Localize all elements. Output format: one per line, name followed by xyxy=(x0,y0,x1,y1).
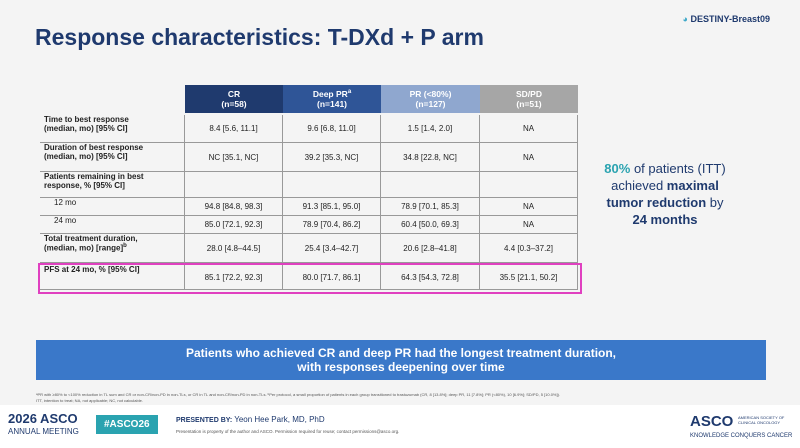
label: PRESENTED BY: xyxy=(176,417,233,424)
header-name: SD/PD xyxy=(516,89,542,99)
cell: 39.2 [35.3, NC] xyxy=(283,143,381,172)
table: CR (n=58) Deep PRa (n=141) PR (<80%) (n=127) S… xyxy=(38,85,582,295)
cell: 34.8 [22.8, NC] xyxy=(381,143,480,172)
label-line: (median, mo) [95% CI] xyxy=(44,152,128,161)
cell xyxy=(283,172,381,198)
cell: 80.0 [71.7, 86.1] xyxy=(283,265,381,290)
text: by xyxy=(706,195,724,210)
cell xyxy=(480,172,578,198)
header-name: PR (<80%) xyxy=(410,89,452,99)
highlight: 80% xyxy=(604,161,631,176)
callout: 80% of patients (ITT) achieved maximal t… xyxy=(590,160,740,228)
cell: 60.4 [50.0, 69.3] xyxy=(381,216,480,234)
cell: 35.5 [21.1, 50.2] xyxy=(480,265,578,290)
header-n: (n=127) xyxy=(415,99,446,109)
label-line: 12 mo xyxy=(54,198,77,207)
label-line: (median, mo) [range]b xyxy=(44,243,127,253)
cell: 94.8 [84.8, 98.3] xyxy=(185,198,283,216)
cell: 25.4 [3.4–42.7] xyxy=(283,234,381,263)
text: Deep PR xyxy=(312,89,348,99)
cell: 1.5 [1.4, 2.0] xyxy=(381,115,480,143)
sup: b xyxy=(123,243,127,249)
banner-line: Patients who achieved CR and deep PR had… xyxy=(185,346,617,360)
text: maximal xyxy=(666,178,719,193)
title: Response characteristics: T-DXd + P arm xyxy=(35,24,484,50)
label-line: response, % [95% CI] xyxy=(44,181,125,190)
column-header: PR (<80%) (n=127) xyxy=(381,85,480,113)
cell: 8.4 [5.6, 11.1] xyxy=(185,115,283,143)
row-label: Time to best response (median, mo) [95% C… xyxy=(40,115,185,143)
logo-text: DESTINY-Breast09 xyxy=(690,14,770,24)
header-n: (n=51) xyxy=(516,99,542,109)
text: SD/PD xyxy=(516,89,542,99)
header-name: Deep PRa xyxy=(313,89,351,99)
cell: NA xyxy=(480,198,578,216)
cell: 78.9 [70.1, 85.3] xyxy=(381,198,480,216)
cell: NA xyxy=(480,115,578,143)
row-label: Patients remaining in best response, % [9… xyxy=(40,172,185,198)
footer: 2026 ASCO ANNUAL MEETING #ASCO26 PRESENT… xyxy=(0,405,800,448)
column-header: CR (n=58) xyxy=(185,85,283,113)
label-line: Time to best response xyxy=(44,115,129,124)
column-header: SD/PD (n=51) xyxy=(480,85,578,113)
footnote: ITT, intention to treat; NA, not applica… xyxy=(36,398,143,403)
row-label: 12 mo xyxy=(40,198,185,216)
row-label: 24 mo xyxy=(40,216,185,234)
text: CR xyxy=(227,89,241,99)
text: of patients (ITT) xyxy=(630,161,726,176)
footnotes: ᵃPR with ≥80% to <100% reduction in TL s… xyxy=(36,392,756,404)
column-header: Deep PRa (n=141) xyxy=(283,85,381,113)
cell xyxy=(381,172,480,198)
cell: NA xyxy=(480,216,578,234)
cell: 85.0 [72.1, 92.3] xyxy=(185,216,283,234)
label-line: Duration of best response xyxy=(44,143,144,152)
banner: Patients who achieved CR and deep PR had… xyxy=(36,340,766,380)
label-line: 24 mo xyxy=(54,216,77,225)
meeting: ANNUAL MEETING xyxy=(8,427,79,436)
hashtag: #ASCO26 xyxy=(96,415,158,434)
cell: 78.9 [70.4, 86.2] xyxy=(283,216,381,234)
header-n: (n=141) xyxy=(317,99,347,109)
cell: 4.4 [0.3–37.2] xyxy=(480,234,578,263)
label-line: PFS at 24 mo, % [95% CI] xyxy=(44,265,140,274)
tagline: KNOWLEDGE CONQUERS CANCER xyxy=(690,433,793,439)
org: ASCO xyxy=(690,413,734,430)
row-label: PFS at 24 mo, % [95% CI] xyxy=(40,265,185,290)
cell: 20.6 [2.8–41.8] xyxy=(381,234,480,263)
text: tumor reduction xyxy=(606,195,707,210)
cell: NA xyxy=(480,143,578,172)
highlight-box xyxy=(38,263,582,294)
cell xyxy=(185,172,283,198)
org-full: AMERICAN SOCIETY OF CLINICAL ONCOLOGY xyxy=(738,415,785,425)
cell: 28.0 [4.8–44.5] xyxy=(185,234,283,263)
label-line: Patients remaining in best xyxy=(44,172,144,181)
label-line: Total treatment duration, xyxy=(44,234,138,243)
meeting-year: 2026 ASCO xyxy=(8,411,78,426)
header-n: (n=58) xyxy=(221,99,247,109)
cell: 91.3 [85.1, 95.0] xyxy=(283,198,381,216)
row-label: Duration of best response (median, mo) [9… xyxy=(40,143,185,172)
cell: 9.6 [6.8, 11.0] xyxy=(283,115,381,143)
logo: ◕ DESTINY-Breast09 xyxy=(682,14,770,24)
text: achieved xyxy=(611,178,667,193)
label-line: (median, mo) [95% CI] xyxy=(44,124,128,133)
cell: 85.1 [72.2, 92.3] xyxy=(185,265,283,290)
notice: Presentation is property of the author a… xyxy=(176,429,400,434)
row-label: Total treatment duration, (median, mo) [r… xyxy=(40,234,185,263)
banner-line: with responses deepening over time xyxy=(297,360,505,374)
footnote: ᵃPR with ≥80% to <100% reduction in TL s… xyxy=(36,392,561,397)
cell: NC [35.1, NC] xyxy=(185,143,283,172)
cell: 64.3 [54.3, 72.8] xyxy=(381,265,480,290)
presenter: Yeon Hee Park, MD, PhD xyxy=(234,415,325,424)
text: 24 months xyxy=(632,212,698,227)
text: PR (<80%) xyxy=(409,89,452,99)
sup: a xyxy=(347,89,352,96)
header-name: CR xyxy=(228,89,240,99)
